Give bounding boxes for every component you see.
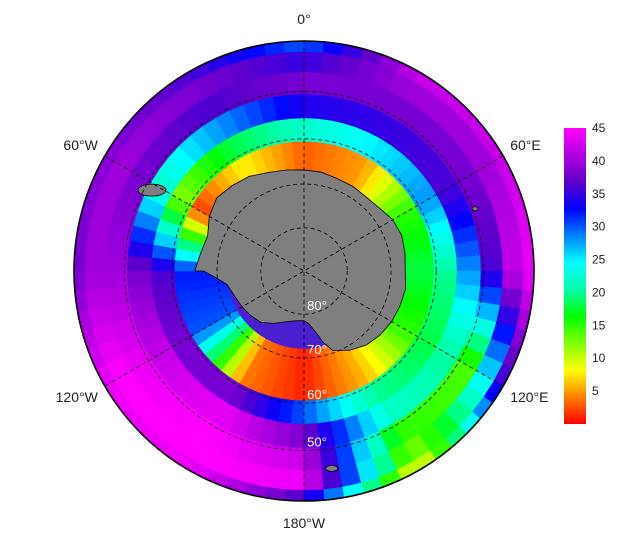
longitude-label: 60°W <box>63 137 98 153</box>
field-cell <box>303 447 322 471</box>
colorbar-tick-label: 5 <box>592 384 599 398</box>
colorbar-tick-label: 15 <box>592 318 606 332</box>
island <box>137 183 167 197</box>
longitude-labels: 0° 60°W 60°E 120°W 120°E 180°W <box>56 11 549 531</box>
island-landmasses <box>137 183 479 472</box>
latitude-circle <box>171 138 437 404</box>
colorbar-tick-labels: 5 10 15 20 25 30 35 40 45 <box>592 121 606 398</box>
field-cell <box>286 447 305 471</box>
field-cell <box>290 117 305 142</box>
field-cell <box>284 469 305 491</box>
latitude-circle <box>260 227 348 315</box>
field-cell <box>104 253 128 272</box>
field-cell <box>288 423 305 449</box>
field-cell <box>303 51 324 73</box>
field-cell <box>499 232 524 254</box>
colorbar-tick-label: 45 <box>592 121 606 135</box>
longitude-label: 60°E <box>510 137 541 153</box>
latitude-labels: 80° 70° 60° 50° <box>307 298 327 449</box>
field-cell <box>303 93 320 119</box>
field-cell <box>150 270 175 285</box>
field-cell <box>456 255 482 272</box>
latitude-label: 70° <box>307 342 327 357</box>
field-cell <box>284 51 305 73</box>
colorbar-tick-label: 35 <box>592 187 606 201</box>
latitude-label: 60° <box>307 387 327 402</box>
antarctica-landmass <box>194 169 406 352</box>
colorbar-tick-label: 30 <box>592 220 606 234</box>
latitude-label: 80° <box>307 298 327 313</box>
field-cell <box>303 469 324 491</box>
colorbar-tick-label: 10 <box>592 351 606 365</box>
colorbar-tick-label: 25 <box>592 253 606 267</box>
colorbar-tick-label: 40 <box>592 154 606 168</box>
map-panel <box>73 40 535 502</box>
field-cell <box>84 270 106 291</box>
field-cell <box>84 288 109 310</box>
field-cell <box>84 251 106 272</box>
field-cell <box>433 257 458 272</box>
island <box>471 206 479 212</box>
longitude-label: 0° <box>297 11 310 27</box>
field-cell <box>502 270 524 291</box>
field-cell <box>288 93 305 119</box>
field-cell <box>502 251 524 272</box>
island <box>325 464 339 472</box>
field-cell <box>265 51 287 76</box>
field-cell <box>126 255 152 272</box>
field-cell <box>126 270 152 287</box>
longitude-label: 180°W <box>283 515 326 531</box>
latitude-label: 50° <box>307 435 327 450</box>
colorbar: 5 10 15 20 25 30 35 40 45 <box>564 121 606 424</box>
colorbar-ramp <box>564 128 586 424</box>
data-field <box>74 41 534 501</box>
field-cell <box>303 400 318 425</box>
field-cell <box>456 270 482 287</box>
longitude-label: 120°W <box>56 389 99 405</box>
colorbar-tick-label: 20 <box>592 285 606 299</box>
field-cell <box>480 253 504 272</box>
graticule <box>104 41 504 501</box>
map-border <box>73 40 535 502</box>
longitude-label: 120°E <box>510 389 548 405</box>
